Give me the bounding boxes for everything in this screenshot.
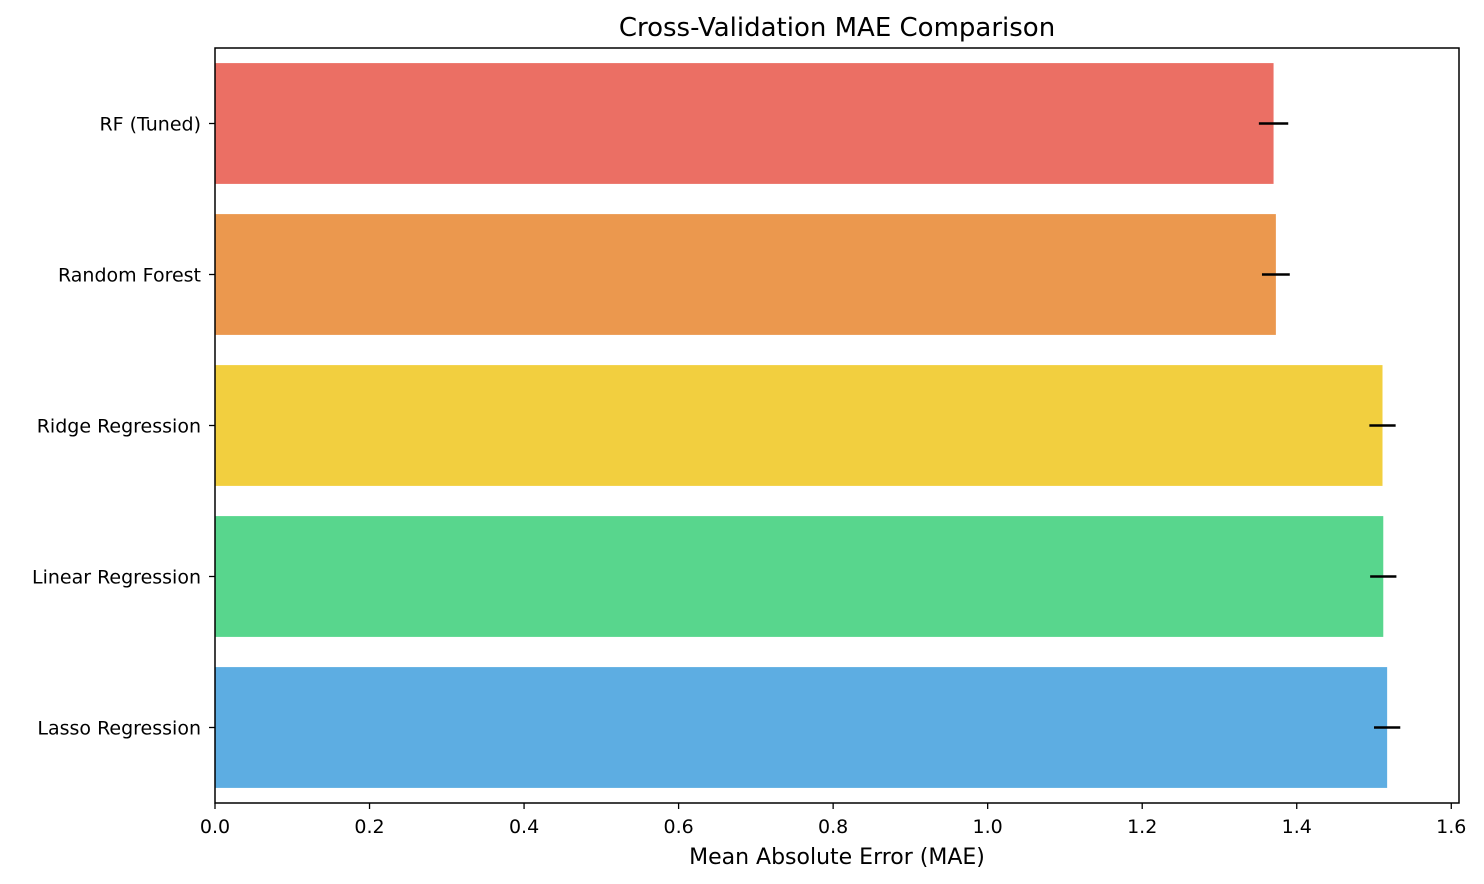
y-tick-label-ridge-regression: Ridge Regression <box>37 416 201 438</box>
chart-title: Cross-Validation MAE Comparison <box>619 13 1055 43</box>
bar-linear-regression <box>215 516 1384 637</box>
x-tick-label-0: 0.0 <box>200 816 230 838</box>
x-ticks-layer: 0.0 0.2 0.4 0.6 0.8 1.0 1.2 1.4 1.6 <box>200 803 1466 838</box>
x-tick-label-4: 0.8 <box>818 816 848 838</box>
bar-rf-tuned <box>215 63 1274 184</box>
bars-layer <box>215 63 1388 788</box>
bar-random-forest <box>215 214 1276 335</box>
x-tick-label-3: 0.6 <box>663 816 693 838</box>
bar-lasso-regression <box>215 667 1388 788</box>
error-bars-layer <box>1258 122 1401 729</box>
x-tick-label-1: 0.2 <box>354 816 384 838</box>
y-ticks-layer: RF (Tuned) Random Forest Ridge Regression L… <box>32 114 215 740</box>
y-tick-label-rf-tuned: RF (Tuned) <box>99 114 201 136</box>
x-tick-label-5: 1.0 <box>973 816 1003 838</box>
y-tick-label-lasso-regression: Lasso Regression <box>37 718 201 740</box>
x-tick-label-8: 1.6 <box>1436 816 1466 838</box>
y-tick-label-linear-regression: Linear Regression <box>32 567 201 589</box>
x-tick-label-7: 1.4 <box>1282 816 1312 838</box>
y-tick-label-random-forest: Random Forest <box>58 265 201 287</box>
x-tick-label-2: 0.4 <box>509 816 539 838</box>
bar-ridge-regression <box>215 365 1383 486</box>
x-tick-label-6: 1.2 <box>1127 816 1157 838</box>
x-axis-label: Mean Absolute Error (MAE) <box>689 845 985 870</box>
